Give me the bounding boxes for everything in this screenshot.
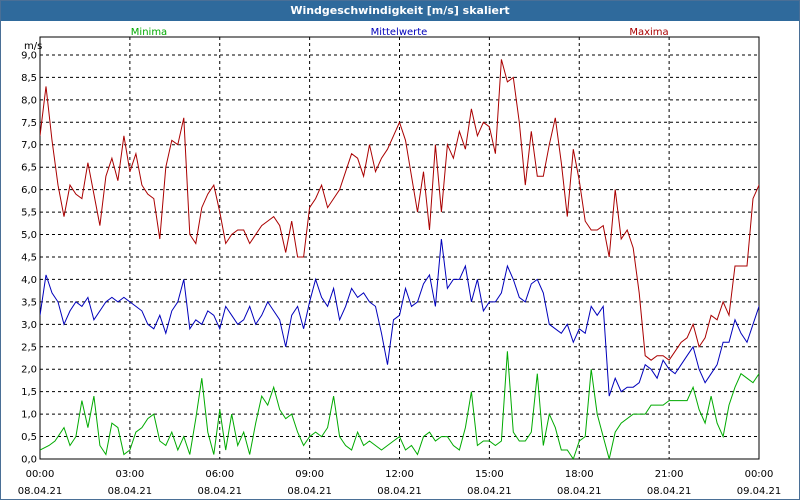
- y-tick-label: 3,5: [21, 297, 37, 308]
- x-tick-date-label: 08.04.21: [108, 486, 153, 497]
- y-tick-label: 2,5: [21, 342, 37, 353]
- x-tick-time-label: 00:00: [745, 469, 774, 480]
- x-tick-date-label: 08.04.21: [467, 486, 512, 497]
- plot-frame: [39, 36, 760, 460]
- y-tick-label: 8,0: [21, 95, 37, 106]
- y-tick-label: 8,5: [21, 73, 37, 84]
- y-tick-label: 9,0: [21, 50, 37, 61]
- x-tick-date-label: 09.04.21: [737, 486, 782, 497]
- y-tick-label: 7,0: [21, 140, 37, 151]
- y-tick-label: 6,0: [21, 185, 37, 196]
- x-tick-time-label: 21:00: [655, 469, 684, 480]
- x-tick-time-label: 06:00: [205, 469, 234, 480]
- x-tick-date-label: 08.04.21: [377, 486, 422, 497]
- y-tick-label: 6,5: [21, 163, 37, 174]
- series-line-maxima: [40, 59, 759, 361]
- x-tick-time-label: 12:00: [385, 469, 414, 480]
- x-tick-date-label: 08.04.21: [197, 486, 242, 497]
- y-axis-label: m/s: [24, 41, 42, 52]
- chart-title: Windgeschwindigkeit [m/s] skaliert: [1, 1, 799, 21]
- x-tick-time-label: 03:00: [115, 469, 144, 480]
- series-line-minima: [40, 351, 759, 461]
- y-tick-label: 0,5: [21, 432, 37, 443]
- x-tick-date-label: 08.04.21: [647, 486, 692, 497]
- series-line-mittelwerte: [40, 238, 759, 397]
- y-tick-label: 0,0: [21, 455, 37, 466]
- y-tick-label: 1,0: [21, 410, 37, 421]
- y-tick-label: 4,0: [21, 275, 37, 286]
- y-tick-label: 5,0: [21, 230, 37, 241]
- y-tick-label: 5,5: [21, 208, 37, 219]
- x-tick-time-label: 09:00: [295, 469, 324, 480]
- y-tick-label: 7,5: [21, 118, 37, 129]
- y-tick-label: 1,5: [21, 387, 37, 398]
- x-tick-time-label: 00:00: [26, 469, 55, 480]
- legend-label-mittelwerte: Mittelwerte: [371, 27, 428, 38]
- legend-label-maxima: Maxima: [629, 27, 668, 38]
- x-tick-time-label: 18:00: [565, 469, 594, 480]
- x-tick-date-label: 08.04.21: [18, 486, 63, 497]
- x-tick-date-label: 08.04.21: [557, 486, 602, 497]
- x-tick-time-label: 15:00: [475, 469, 504, 480]
- y-tick-label: 3,0: [21, 320, 37, 331]
- y-tick-label: 4,5: [21, 252, 37, 263]
- legend-label-minima: Minima: [131, 27, 167, 38]
- y-tick-label: 2,0: [21, 365, 37, 376]
- x-tick-date-label: 08.04.21: [287, 486, 332, 497]
